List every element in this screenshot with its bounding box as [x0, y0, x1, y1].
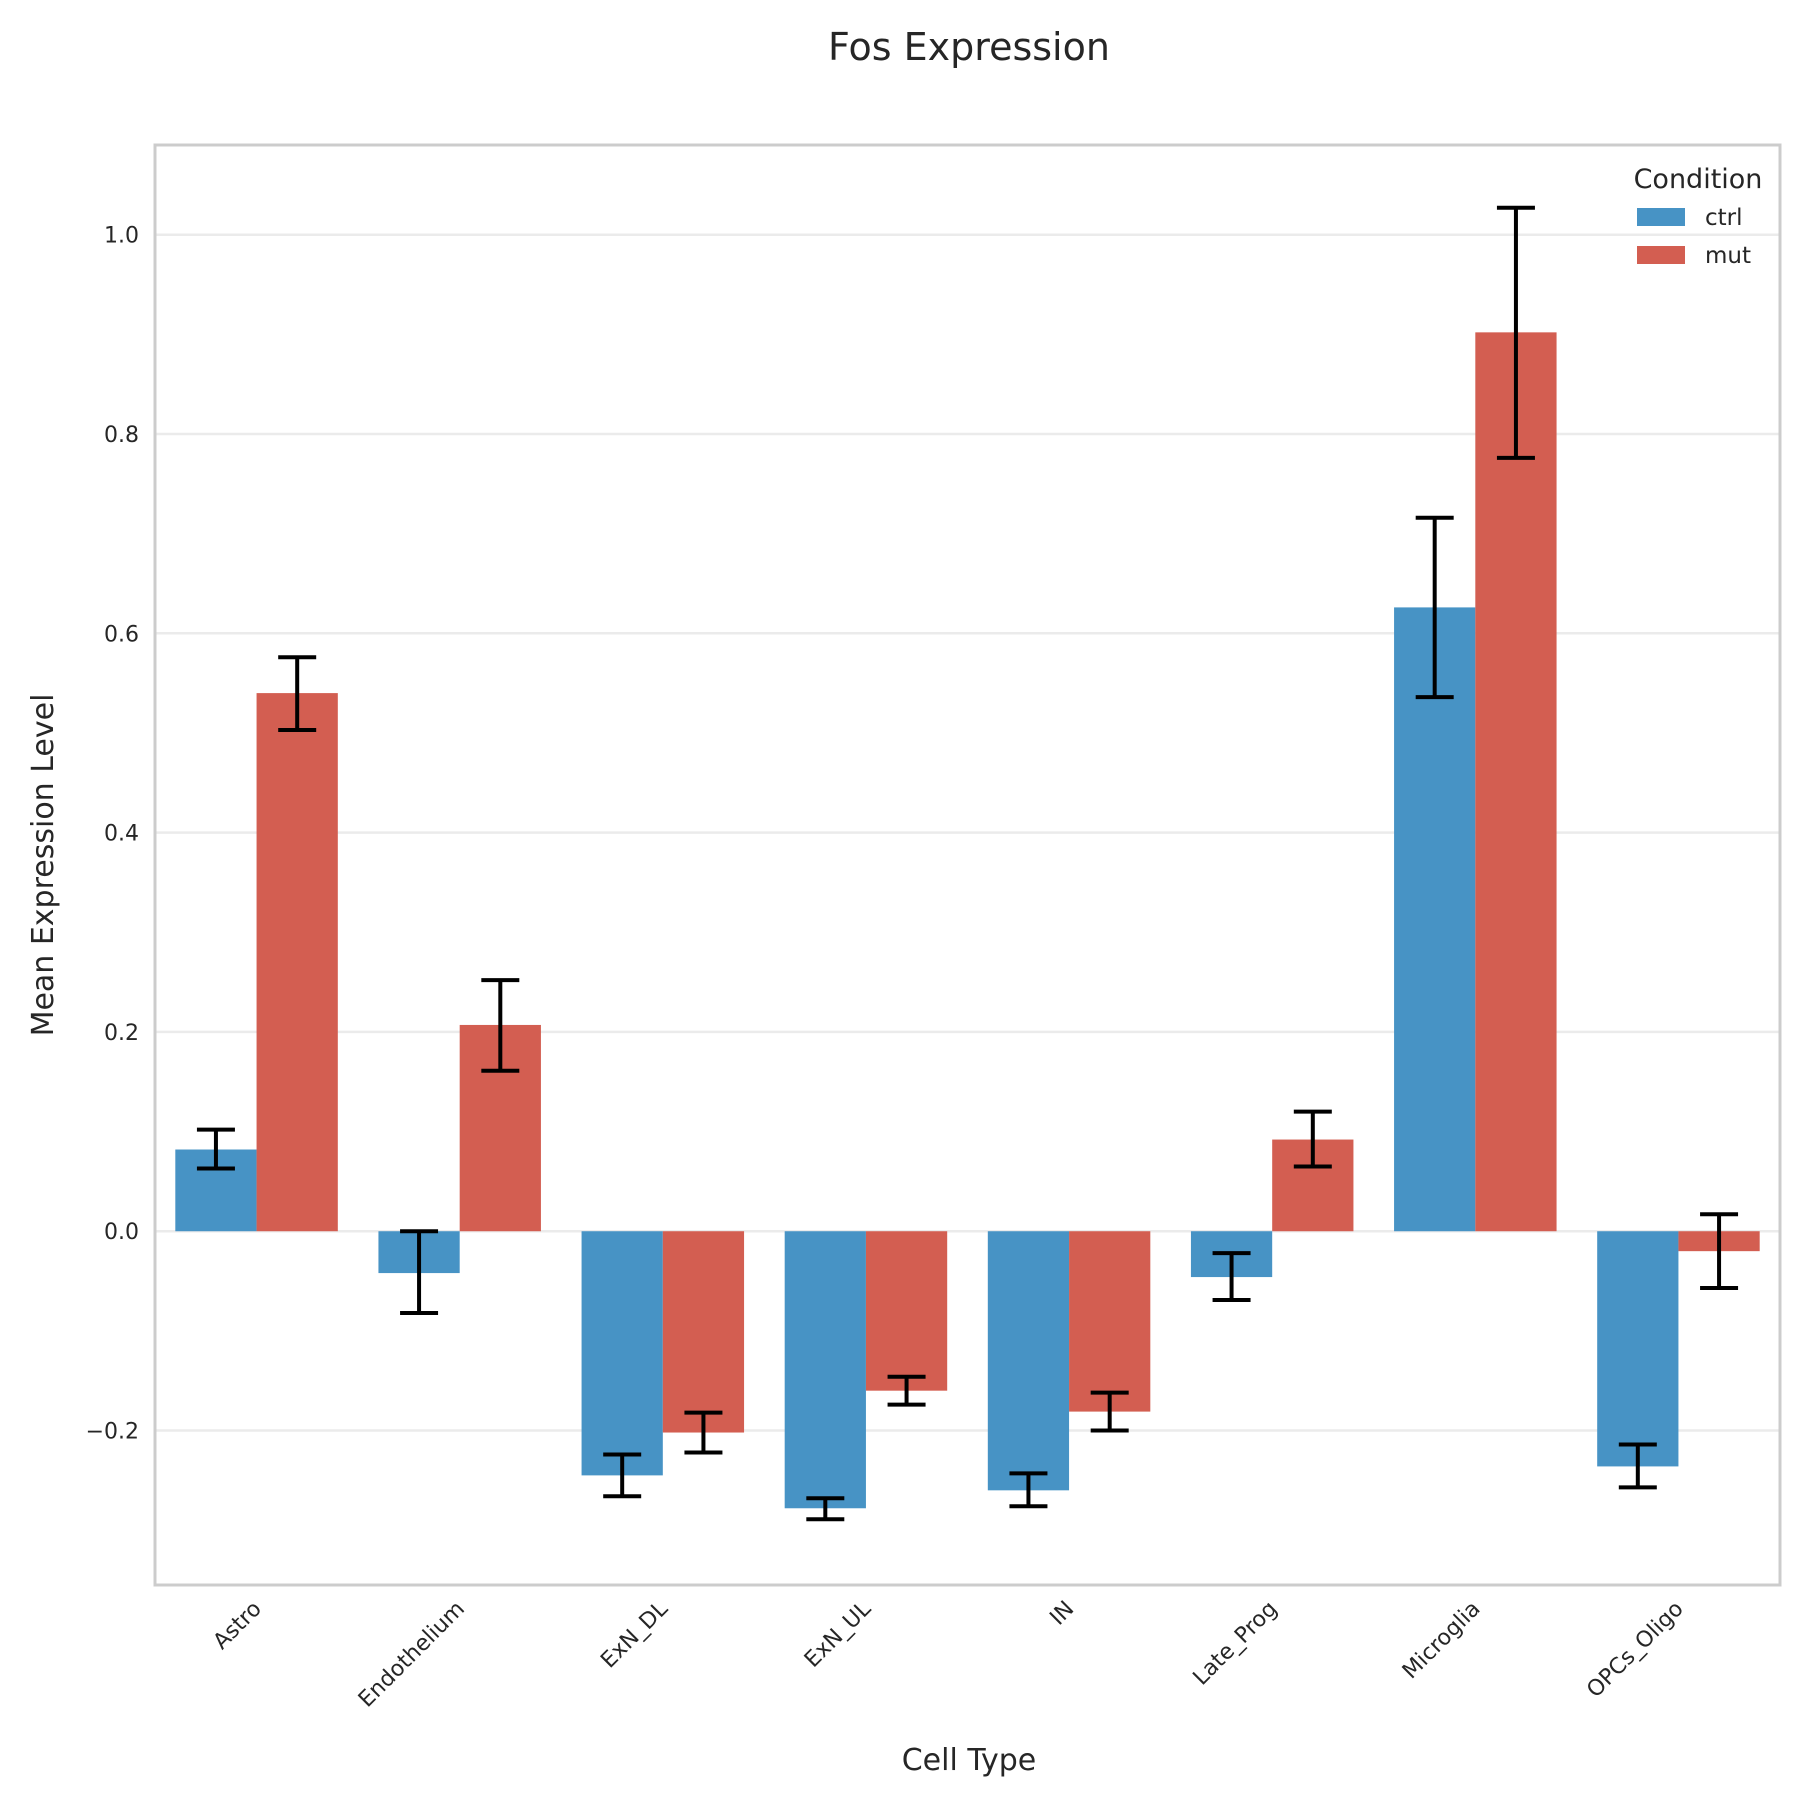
error-bar-ctrl-opcs_oligo [1618, 1442, 1657, 1490]
chart-title: Fos Expression [828, 25, 1110, 69]
error-bar-mut-late_prog [1293, 1109, 1332, 1169]
bar-ctrl-in [987, 1231, 1070, 1491]
y-tick-label: 0.8 [104, 423, 139, 448]
bar-ctrl-microglia [1394, 607, 1476, 1232]
x-tick-label: IN [1045, 1597, 1079, 1631]
legend-label: mut [1705, 243, 1751, 269]
x-tick-label: ExN_UL [800, 1596, 877, 1673]
legend-title: Condition [1634, 164, 1763, 195]
error-bar-mut-exn_ul [887, 1374, 926, 1407]
x-tick-label: OPCs_Oligo [1582, 1597, 1688, 1703]
bar-mut-in [1069, 1231, 1151, 1412]
error-bar-mut-exn_dl [684, 1410, 723, 1455]
y-tick-label: 0.4 [104, 822, 139, 847]
error-bar-ctrl-exn_ul [806, 1496, 845, 1522]
error-bar-mut-astro [278, 655, 317, 732]
x-tick-label: Endothelium [354, 1597, 470, 1713]
error-bar-ctrl-in [1009, 1471, 1048, 1509]
y-tick-label: 0.0 [104, 1220, 139, 1245]
error-bar-ctrl-exn_dl [603, 1452, 642, 1499]
x-tick-label: Astro [209, 1597, 267, 1655]
error-bar-ctrl-late_prog [1212, 1251, 1251, 1302]
x-axis-label: Cell Type [902, 1743, 1037, 1778]
x-tick-label: ExN_DL [596, 1596, 673, 1673]
error-bar-mut-microglia [1496, 205, 1535, 460]
x-tick-labels: Astro Endothelium ExN_DL ExN_UL IN Late_Prog M… [209, 1596, 1689, 1712]
x-tick-label: Microglia [1398, 1597, 1486, 1685]
legend-swatch [1637, 208, 1685, 226]
bar-ctrl-exn_ul [784, 1231, 866, 1509]
error-bars [196, 205, 1739, 1522]
y-tick-labels: −0.2 0.0 0.2 0.4 0.6 0.8 1.0 [86, 224, 139, 1445]
error-bar-mut-in [1090, 1390, 1129, 1433]
bar-mut-exn_ul [865, 1231, 948, 1391]
bar-mut-exn_dl [662, 1231, 745, 1433]
error-bar-ctrl-endothelium [400, 1229, 439, 1315]
plot-frame [153, 143, 1782, 1587]
y-tick-label: 0.2 [104, 1021, 139, 1046]
error-bar-ctrl-microglia [1415, 515, 1454, 700]
legend-item-ctrl: ctrl [1637, 205, 1743, 231]
x-tick-label: Late_Prog [1189, 1597, 1283, 1691]
legend-label: ctrl [1705, 205, 1743, 231]
legend-item-mut: mut [1637, 243, 1751, 269]
bars [175, 332, 1760, 1509]
y-tick-label: 1.0 [104, 224, 139, 249]
bar-ctrl-opcs_oligo [1597, 1231, 1679, 1467]
error-bar-ctrl-astro [196, 1127, 235, 1171]
bar-mut-astro [256, 693, 338, 1232]
y-tick-label: −0.2 [86, 1420, 139, 1445]
bar-mut-microglia [1475, 332, 1557, 1232]
bar-ctrl-exn_dl [581, 1231, 663, 1476]
y-axis-label: Mean Expression Level [26, 694, 61, 1037]
error-bar-mut-endothelium [481, 978, 520, 1073]
y-tick-label: 0.6 [104, 622, 139, 647]
legend: Condition ctrl mut [1634, 164, 1763, 269]
error-bar-mut-opcs_oligo [1700, 1212, 1739, 1291]
legend-swatch [1637, 246, 1685, 264]
